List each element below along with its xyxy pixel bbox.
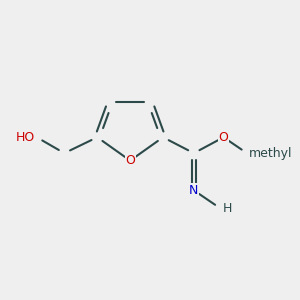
Text: O: O xyxy=(219,131,229,144)
Text: H: H xyxy=(223,202,232,215)
Text: methyl: methyl xyxy=(249,147,292,160)
Text: HO: HO xyxy=(15,131,34,144)
Text: N: N xyxy=(189,184,199,197)
Text: O: O xyxy=(125,154,135,167)
